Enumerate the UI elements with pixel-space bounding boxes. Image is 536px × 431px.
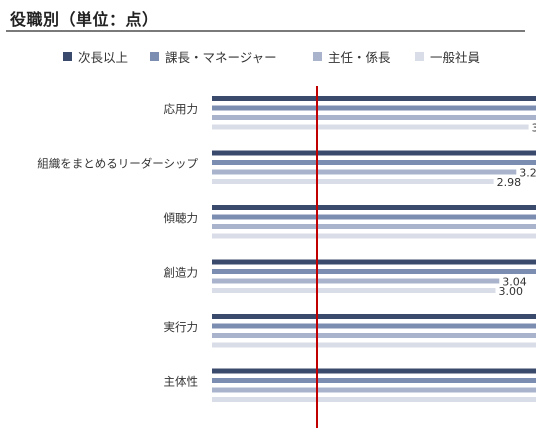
value-label: 3.00 [499,285,524,298]
value-label: 3.22 [519,167,536,180]
legend-label-series-2: 課長・マネージャー [165,49,277,65]
bar-4-1 [212,124,529,130]
title-underline [6,30,525,32]
value-label: 3.35 [532,122,536,135]
bar-3-1 [212,115,536,120]
bar-2-3 [212,214,536,220]
value-label: 2.98 [497,176,522,189]
bar-1-4 [212,259,536,265]
bar-1-1 [212,96,536,101]
category-label: 主体性 [164,375,199,389]
bar-3-4 [212,278,500,284]
bar-4-5 [212,342,536,348]
legend-label-series-4: 一般社員 [430,49,481,65]
legend-swatch-series-2 [150,51,159,61]
legend-item-series-1: 次長以上 [63,47,128,65]
category-label: 応用力 [164,102,199,116]
bar-3-2 [212,169,517,175]
bar-1-5 [212,314,536,319]
bar-2-6 [212,378,536,383]
category-label: 傾聴力 [164,211,199,225]
category-label: 創造力 [164,266,199,280]
bar-1-2 [212,150,536,156]
bar-2-2 [212,160,536,165]
category-label: 実行力 [164,320,199,334]
bar-3-3 [212,224,536,229]
bar-2-5 [212,323,536,329]
bar-4-6 [212,397,536,402]
bar-3-5 [212,333,536,338]
bar-1-6 [212,368,536,374]
legend-swatch-series-1 [63,51,72,61]
chart-legend: 次長以上 課長・マネージャー 主任・係長 一般社員 [0,47,536,67]
bar-2-1 [212,105,536,111]
value-label: 3.04 [502,276,527,289]
legend-swatch-series-4 [415,51,424,61]
bar-4-2 [212,179,494,184]
bar-2-4 [212,269,536,274]
legend-item-series-4: 一般社員 [415,47,480,65]
legend-item-series-3: 主任・係長 [313,47,391,65]
chart-title: 役職別（単位：点） [10,10,159,29]
bar-4-3 [212,233,536,239]
category-label: 組織をまとめるリーダーシップ [37,157,198,171]
bar-3-6 [212,387,536,393]
bar-1-3 [212,205,536,210]
bar-4-4 [212,288,496,293]
legend-label-series-3: 主任・係長 [328,49,391,65]
legend-swatch-series-3 [313,51,322,61]
legend-label-series-1: 次長以上 [78,49,129,65]
legend-item-series-2: 課長・マネージャー [150,47,277,65]
